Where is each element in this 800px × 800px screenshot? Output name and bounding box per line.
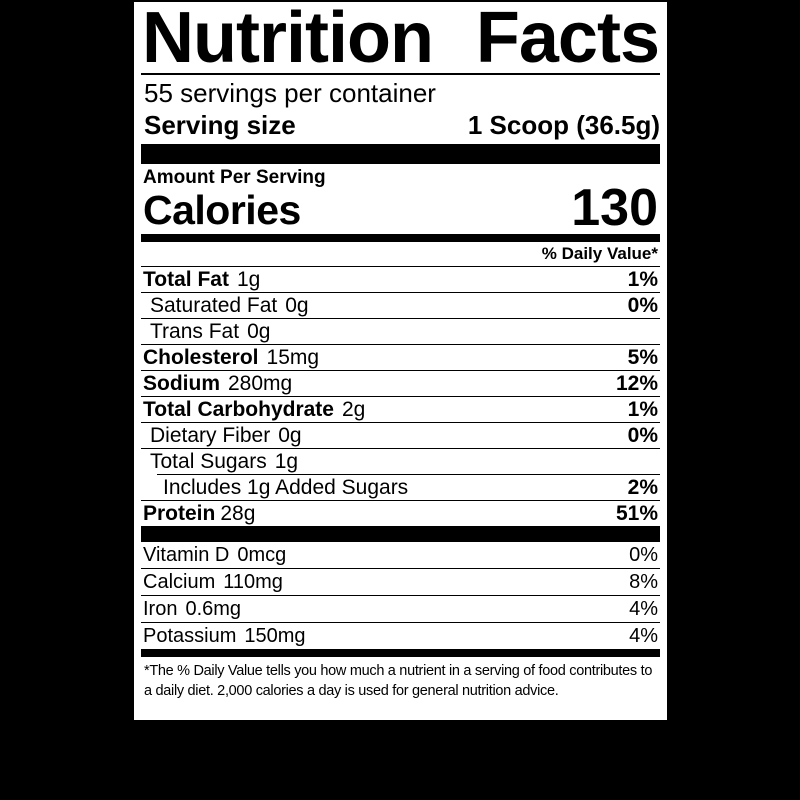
nutrient-row-total-sugars: Total Sugars 1g	[141, 448, 660, 474]
nutrient-row-total-fat: Total Fat 1g 1%	[141, 267, 660, 292]
micronutrient-dv: 4%	[629, 598, 658, 620]
nutrient-row-total-carbohydrate: Total Carbohydrate 2g 1%	[141, 396, 660, 422]
micronutrient-row-potassium: Potassium 150mg 4%	[141, 622, 660, 649]
micronutrient-rows: Vitamin D 0mcg 0% Calcium 110mg 8% Iron 0.6…	[141, 542, 660, 649]
micronutrient-name: Vitamin D	[143, 544, 230, 566]
nutrient-amount: 1g	[274, 450, 299, 473]
nutrient-row-dietary-fiber: Dietary Fiber 0g 0%	[141, 422, 660, 448]
micronutrient-row-vitamin-d: Vitamin D 0mcg 0%	[141, 542, 660, 568]
nutrient-dv: 0%	[627, 424, 658, 447]
micronutrient-dv: 0%	[629, 544, 658, 566]
micronutrient-row-iron: Iron 0.6mg 4%	[141, 595, 660, 622]
title-divider-rule	[141, 73, 660, 75]
micronutrient-amount: 0.6mg	[185, 598, 242, 620]
nutrient-name: Sodium	[143, 372, 220, 395]
label-title-word-1: Nutrition	[142, 2, 434, 78]
separator-bar-calories	[141, 234, 660, 242]
nutrient-row-cholesterol: Cholesterol 15mg 5%	[141, 344, 660, 370]
nutrient-dv: 51%	[615, 502, 658, 525]
serving-size-row: Serving size 1 Scoop (36.5g)	[141, 109, 660, 141]
nutrient-amount: 28g	[220, 502, 256, 525]
label-title-word-2: Facts	[475, 2, 660, 78]
nutrient-row-added-sugars: Includes 1g Added Sugars 2%	[141, 475, 660, 500]
nutrient-rows: Total Fat 1g 1% Saturated Fat 0g 0% Trans …	[141, 267, 660, 526]
nutrient-amount: 0g	[285, 294, 309, 317]
micronutrient-amount: 0mcg	[237, 544, 287, 566]
nutrition-facts-label: Nutrition Facts 55 servings per containe…	[134, 2, 667, 720]
daily-value-footnote: *The % Daily Value tells you how much a …	[144, 663, 653, 699]
micronutrient-dv: 8%	[629, 571, 658, 593]
nutrient-name: Total Sugars	[150, 450, 267, 473]
calories-label: Calories	[143, 187, 301, 233]
nutrient-row-protein: Protein 28g 51%	[141, 500, 660, 526]
micronutrient-amount: 110mg	[223, 571, 283, 593]
nutrient-name: Dietary Fiber	[150, 424, 271, 447]
nutrient-dv: 12%	[615, 372, 658, 395]
calories-row: Calories 130	[141, 179, 660, 237]
nutrient-row-saturated-fat: Saturated Fat 0g 0%	[141, 292, 660, 318]
amount-per-serving-label: Amount Per Serving	[143, 167, 326, 188]
nutrient-amount: 2g	[341, 398, 366, 421]
micronutrient-name: Iron	[143, 598, 178, 620]
servings-per-container: 55 servings per container	[144, 78, 436, 108]
micronutrient-name: Potassium	[143, 625, 237, 647]
nutrient-name: Includes 1g Added Sugars	[163, 476, 409, 499]
nutrient-name: Saturated Fat	[150, 294, 278, 317]
nutrient-amount: 0g	[278, 424, 302, 447]
nutrient-row-sodium: Sodium 280mg 12%	[141, 370, 660, 396]
nutrient-name: Cholesterol	[143, 346, 259, 369]
separator-bar-thick-top	[141, 144, 660, 164]
added-sugars-indent-rule	[157, 474, 660, 475]
nutrient-row-trans-fat: Trans Fat 0g	[141, 318, 660, 344]
nutrient-amount: 1g	[236, 268, 261, 291]
nutrient-dv: 5%	[627, 346, 658, 369]
serving-size-value: 1 Scoop (36.5g)	[467, 110, 660, 140]
nutrient-amount: 15mg	[266, 346, 320, 369]
micronutrient-row-calcium: Calcium 110mg 8%	[141, 568, 660, 595]
nutrient-amount: 280mg	[228, 372, 293, 395]
nutrient-dv: 1%	[627, 268, 658, 291]
calories-value: 130	[571, 179, 658, 237]
nutrient-name: Trans Fat	[150, 320, 240, 343]
label-title: Nutrition Facts	[141, 2, 660, 78]
micronutrient-dv: 4%	[629, 625, 658, 647]
nutrient-name: Total Fat	[143, 268, 229, 291]
daily-value-header: % Daily Value*	[141, 242, 660, 267]
nutrient-dv: 0%	[627, 294, 658, 317]
nutrient-dv: 2%	[627, 476, 658, 499]
nutrient-name: Total Carbohydrate	[143, 398, 334, 421]
separator-bar-protein	[141, 526, 660, 542]
nutrient-name: Protein	[143, 502, 216, 525]
nutrient-dv: 1%	[627, 398, 658, 421]
nutrient-amount: 0g	[247, 320, 271, 343]
serving-size-label: Serving size	[144, 110, 296, 140]
micronutrient-amount: 150mg	[244, 625, 306, 647]
micronutrient-name: Calcium	[143, 571, 216, 593]
separator-bar-bottom	[141, 649, 660, 657]
